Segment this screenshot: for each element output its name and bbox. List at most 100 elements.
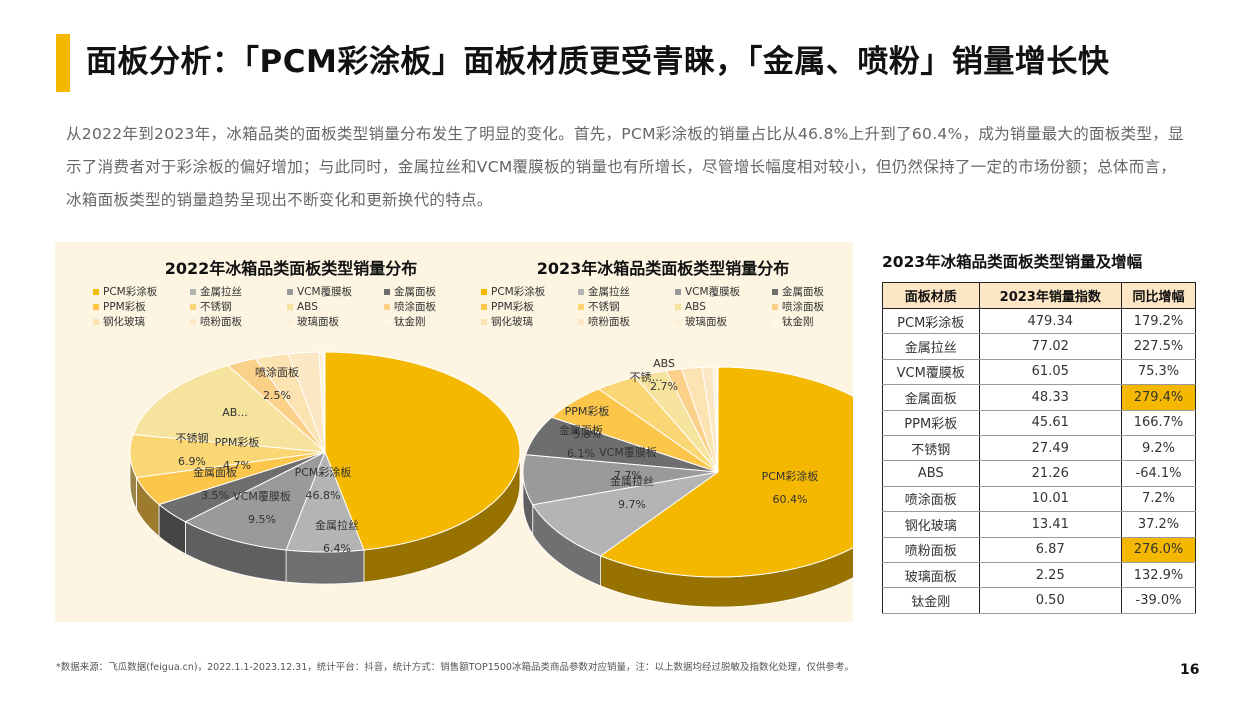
pie-slice-VCM覆膜板 bbox=[184, 450, 326, 551]
page-title: 面板分析：「PCM彩涂板」面板材质更受青睐，「金属、喷粉」销量增长快 bbox=[86, 44, 1110, 80]
legend-label: PPM彩板 bbox=[103, 300, 146, 313]
cell-material: PCM彩涂板 bbox=[882, 308, 980, 335]
table-row: ABS 21.26 -64.1% bbox=[882, 460, 1196, 487]
cell-index: 6.87 bbox=[978, 537, 1123, 563]
pie-2 bbox=[522, 366, 853, 608]
cell-growth: 279.4% bbox=[1121, 384, 1196, 411]
legend-swatch bbox=[772, 289, 778, 295]
pie-slice-PCM彩涂板 bbox=[599, 366, 853, 578]
legend-label: 不锈钢 bbox=[200, 300, 232, 313]
cell-growth: 37.2% bbox=[1121, 511, 1196, 538]
legend-swatch bbox=[384, 319, 390, 325]
table-row: 金属面板 48.33 279.4% bbox=[882, 384, 1196, 411]
table-row: 钛金刚 0.50 -39.0% bbox=[882, 587, 1196, 614]
cell-material: 钛金刚 bbox=[882, 587, 980, 614]
cell-index: 10.01 bbox=[978, 486, 1123, 513]
legend-label: 喷涂面板 bbox=[394, 300, 436, 313]
cell-growth: 227.5% bbox=[1121, 333, 1196, 360]
legend-swatch bbox=[578, 304, 584, 310]
data-label-name: 金属面板 bbox=[559, 423, 603, 437]
cell-growth: 9.2% bbox=[1121, 435, 1196, 462]
legend-label: 钢化玻璃 bbox=[491, 315, 533, 328]
cell-index: 479.34 bbox=[978, 308, 1123, 335]
legend-label: 金属拉丝 bbox=[200, 285, 242, 298]
data-label-name: PPM彩板 bbox=[215, 435, 260, 449]
data-label-name: 不锈钢 bbox=[176, 432, 209, 445]
data-label-value: 6.9% bbox=[178, 455, 206, 468]
table-title: 2023年冰箱品类面板类型销量及增幅 bbox=[882, 253, 1143, 271]
table-row: 喷涂面板 10.01 7.2% bbox=[882, 486, 1196, 513]
data-label-name: PPM彩板 bbox=[565, 404, 610, 418]
table-row: 玻璃面板 2.25 132.9% bbox=[882, 562, 1196, 589]
data-label-name: 金属拉丝 bbox=[315, 518, 359, 532]
legend-swatch bbox=[675, 289, 681, 295]
data-label-name: VCM覆膜板 bbox=[233, 489, 291, 503]
table-row: 不锈钢 27.49 9.2% bbox=[882, 435, 1196, 462]
page-number: 16 bbox=[1180, 662, 1200, 678]
cell-index: 45.61 bbox=[978, 410, 1123, 436]
data-label-value: 60.4% bbox=[773, 493, 808, 506]
header-growth: 同比增幅 bbox=[1121, 282, 1196, 309]
data-label-value: 6.1% bbox=[567, 447, 595, 460]
legend-label: VCM覆膜板 bbox=[297, 285, 353, 298]
legend-label: ABS bbox=[297, 301, 318, 313]
legend-label: 喷粉面板 bbox=[200, 315, 242, 328]
data-label-name: 金属面板 bbox=[193, 465, 237, 479]
data-label-value: 2.7% bbox=[650, 380, 678, 393]
legend-swatch bbox=[190, 304, 196, 310]
legend-label: 玻璃面板 bbox=[297, 315, 339, 328]
legend-label: ABS bbox=[685, 301, 706, 313]
legend-swatch bbox=[675, 304, 681, 310]
legend-swatch bbox=[481, 304, 487, 310]
cell-material: 玻璃面板 bbox=[882, 562, 980, 589]
cell-growth: 132.9% bbox=[1121, 562, 1196, 589]
legend-swatch bbox=[93, 304, 99, 310]
cell-growth: -64.1% bbox=[1121, 460, 1196, 487]
pie-slice-钛金刚 bbox=[716, 366, 719, 473]
pie-charts-panel: 2022年冰箱品类面板类型销量分布 PCM彩涂板 金属拉丝 VCM覆膜板 金属面板 PPM… bbox=[55, 242, 853, 622]
cell-material: PPM彩板 bbox=[882, 410, 980, 436]
data-label-value: 7.7% bbox=[614, 469, 642, 482]
cell-growth: 7.2% bbox=[1121, 486, 1196, 513]
cell-growth: 179.2% bbox=[1121, 308, 1196, 335]
data-label-value: 9.5% bbox=[248, 513, 276, 526]
legend-swatch bbox=[93, 319, 99, 325]
cell-material: 钢化玻璃 bbox=[882, 511, 980, 538]
data-label-value: 4.7% bbox=[223, 459, 251, 472]
legend-swatch bbox=[481, 289, 487, 295]
legend-label: 不锈钢 bbox=[588, 300, 620, 313]
legend-label: 钛金刚 bbox=[394, 315, 426, 328]
legend-label: 金属面板 bbox=[782, 285, 824, 298]
legend-swatch bbox=[772, 304, 778, 310]
legend-swatch bbox=[578, 289, 584, 295]
cell-index: 2.25 bbox=[978, 562, 1123, 589]
pie-slice-金属拉丝 bbox=[531, 471, 719, 557]
data-label-value: 5.8% bbox=[573, 428, 601, 441]
table-row: 金属拉丝 77.02 227.5% bbox=[882, 333, 1196, 360]
legend-swatch bbox=[190, 319, 196, 325]
cell-index: 21.26 bbox=[978, 460, 1123, 487]
legend-swatch bbox=[481, 319, 487, 325]
cell-growth: -39.0% bbox=[1121, 587, 1196, 614]
cell-index: 77.02 bbox=[978, 333, 1123, 360]
data-label-value: 6.4% bbox=[323, 542, 351, 555]
legend-label: VCM覆膜板 bbox=[685, 285, 741, 298]
pie-slice-PCM彩涂板 bbox=[324, 351, 521, 551]
legend-label: 喷涂面板 bbox=[782, 300, 824, 313]
table-body: PCM彩涂板 479.34 179.2% 金属拉丝 77.02 227.5% VCM覆膜板 6… bbox=[882, 308, 1196, 614]
pie-slice-ABS bbox=[132, 364, 327, 453]
data-label-value: 3.5% bbox=[201, 489, 229, 502]
legend-label: 钛金刚 bbox=[782, 315, 814, 328]
header-material: 面板材质 bbox=[882, 282, 980, 309]
data-label-name: 金属拉丝 bbox=[610, 474, 654, 488]
data-label-value: 2.5% bbox=[263, 389, 291, 402]
legend-swatch bbox=[287, 319, 293, 325]
cell-material: 喷涂面板 bbox=[882, 486, 980, 513]
data-label-name: ABS bbox=[653, 357, 675, 370]
title-accent-bar bbox=[56, 34, 70, 92]
legend-swatch bbox=[772, 319, 778, 325]
legend-label: 喷粉面板 bbox=[588, 315, 630, 328]
cell-material: 不锈钢 bbox=[882, 435, 980, 462]
legend-swatch bbox=[190, 289, 196, 295]
